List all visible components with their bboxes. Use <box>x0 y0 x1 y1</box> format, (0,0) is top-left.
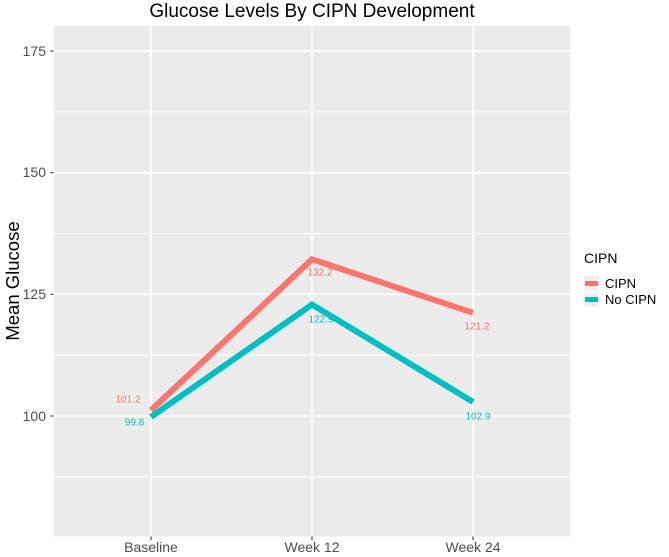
series-line-no-cipn <box>149 300 475 420</box>
x-tick-label: Week 24 <box>445 539 501 555</box>
y-tick-label: 125 <box>22 285 46 302</box>
legend-entry-cipn: CIPN <box>583 276 669 292</box>
cipn-line-swatch-icon <box>585 281 598 287</box>
y-axis-title: Mean Glucose <box>2 221 23 341</box>
y-tick-label: 100 <box>22 407 46 424</box>
y-tick-label: 150 <box>22 164 46 181</box>
y-tick-label: 175 <box>22 42 46 59</box>
legend-entry-label: CIPN <box>605 276 637 292</box>
data-label-cipn: 121.2 <box>464 321 490 333</box>
data-label-no-cipn: 122.9 <box>308 314 334 326</box>
x-tick-label: Week 12 <box>284 539 340 555</box>
no-cipn-line-swatch-icon <box>585 296 598 302</box>
x-tick-label: Baseline <box>124 539 178 555</box>
series-line-cipn <box>148 255 474 413</box>
legend-entry-no-cipn: No CIPN <box>583 291 669 308</box>
major-gridlines <box>54 26 570 537</box>
legend-key <box>584 291 599 307</box>
axis-ticks <box>50 50 474 540</box>
legend-title: CIPN <box>584 250 618 266</box>
data-label-no-cipn: 99.8 <box>124 417 145 429</box>
legend-entry-label: No CIPN <box>605 291 657 307</box>
legend-key <box>584 276 599 292</box>
legend: CIPN CIPN No CIPN <box>583 250 669 307</box>
chart-title: Glucose Levels By CIPN Development <box>149 1 475 22</box>
data-label-cipn: 132.2 <box>307 267 333 279</box>
data-label-no-cipn: 102.9 <box>465 411 491 423</box>
series-lines <box>148 255 475 420</box>
data-label-cipn: 101.2 <box>115 394 141 406</box>
